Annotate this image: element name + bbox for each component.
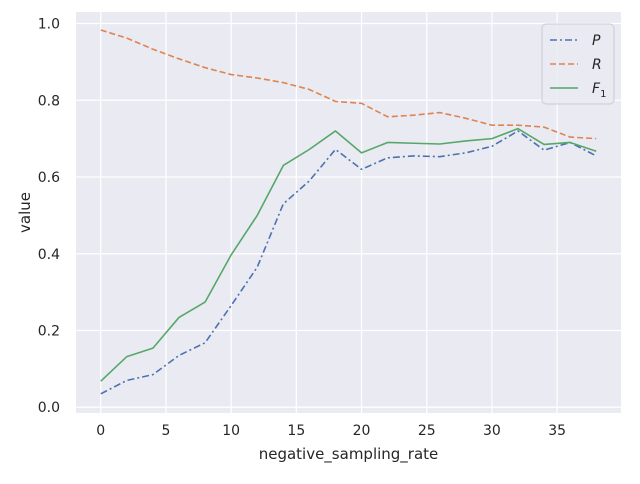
y-tick-label: 0.2 bbox=[38, 323, 60, 339]
y-tick-label: 0.4 bbox=[38, 247, 60, 263]
y-tick-label: 0.8 bbox=[38, 93, 60, 109]
y-axis-label: value bbox=[16, 192, 34, 233]
x-tick-label: 5 bbox=[162, 423, 171, 439]
x-tick-label: 15 bbox=[287, 423, 305, 439]
series-line-f1 bbox=[100, 127, 597, 382]
legend-label-p: P bbox=[592, 33, 601, 49]
y-tick-label: 0.6 bbox=[38, 170, 60, 186]
y-tick-label: 0.0 bbox=[38, 400, 60, 416]
legend: PR F1 bbox=[541, 23, 615, 105]
legend-label-r: R bbox=[592, 57, 602, 73]
grid-lines bbox=[76, 12, 621, 413]
x-tick-label: 0 bbox=[96, 423, 105, 439]
y-axis-ticks: 0.0 0.2 0.4 0.6 0.8 1.0 bbox=[38, 17, 60, 417]
x-axis-ticks: 0 5 10 15 20 25 30 35 bbox=[96, 423, 566, 439]
plot-background bbox=[76, 12, 621, 413]
legend-label-f1: F1 bbox=[592, 81, 606, 100]
x-tick-label: 25 bbox=[418, 423, 436, 439]
x-tick-label: 10 bbox=[222, 423, 240, 439]
series-lines bbox=[100, 29, 597, 395]
series-line-p bbox=[100, 130, 597, 395]
x-tick-label: 35 bbox=[548, 423, 566, 439]
x-axis-label: negative_sampling_rate bbox=[259, 445, 439, 464]
y-tick-label: 1.0 bbox=[38, 17, 60, 33]
x-tick-label: 30 bbox=[483, 423, 501, 439]
x-tick-label: 20 bbox=[353, 423, 371, 439]
